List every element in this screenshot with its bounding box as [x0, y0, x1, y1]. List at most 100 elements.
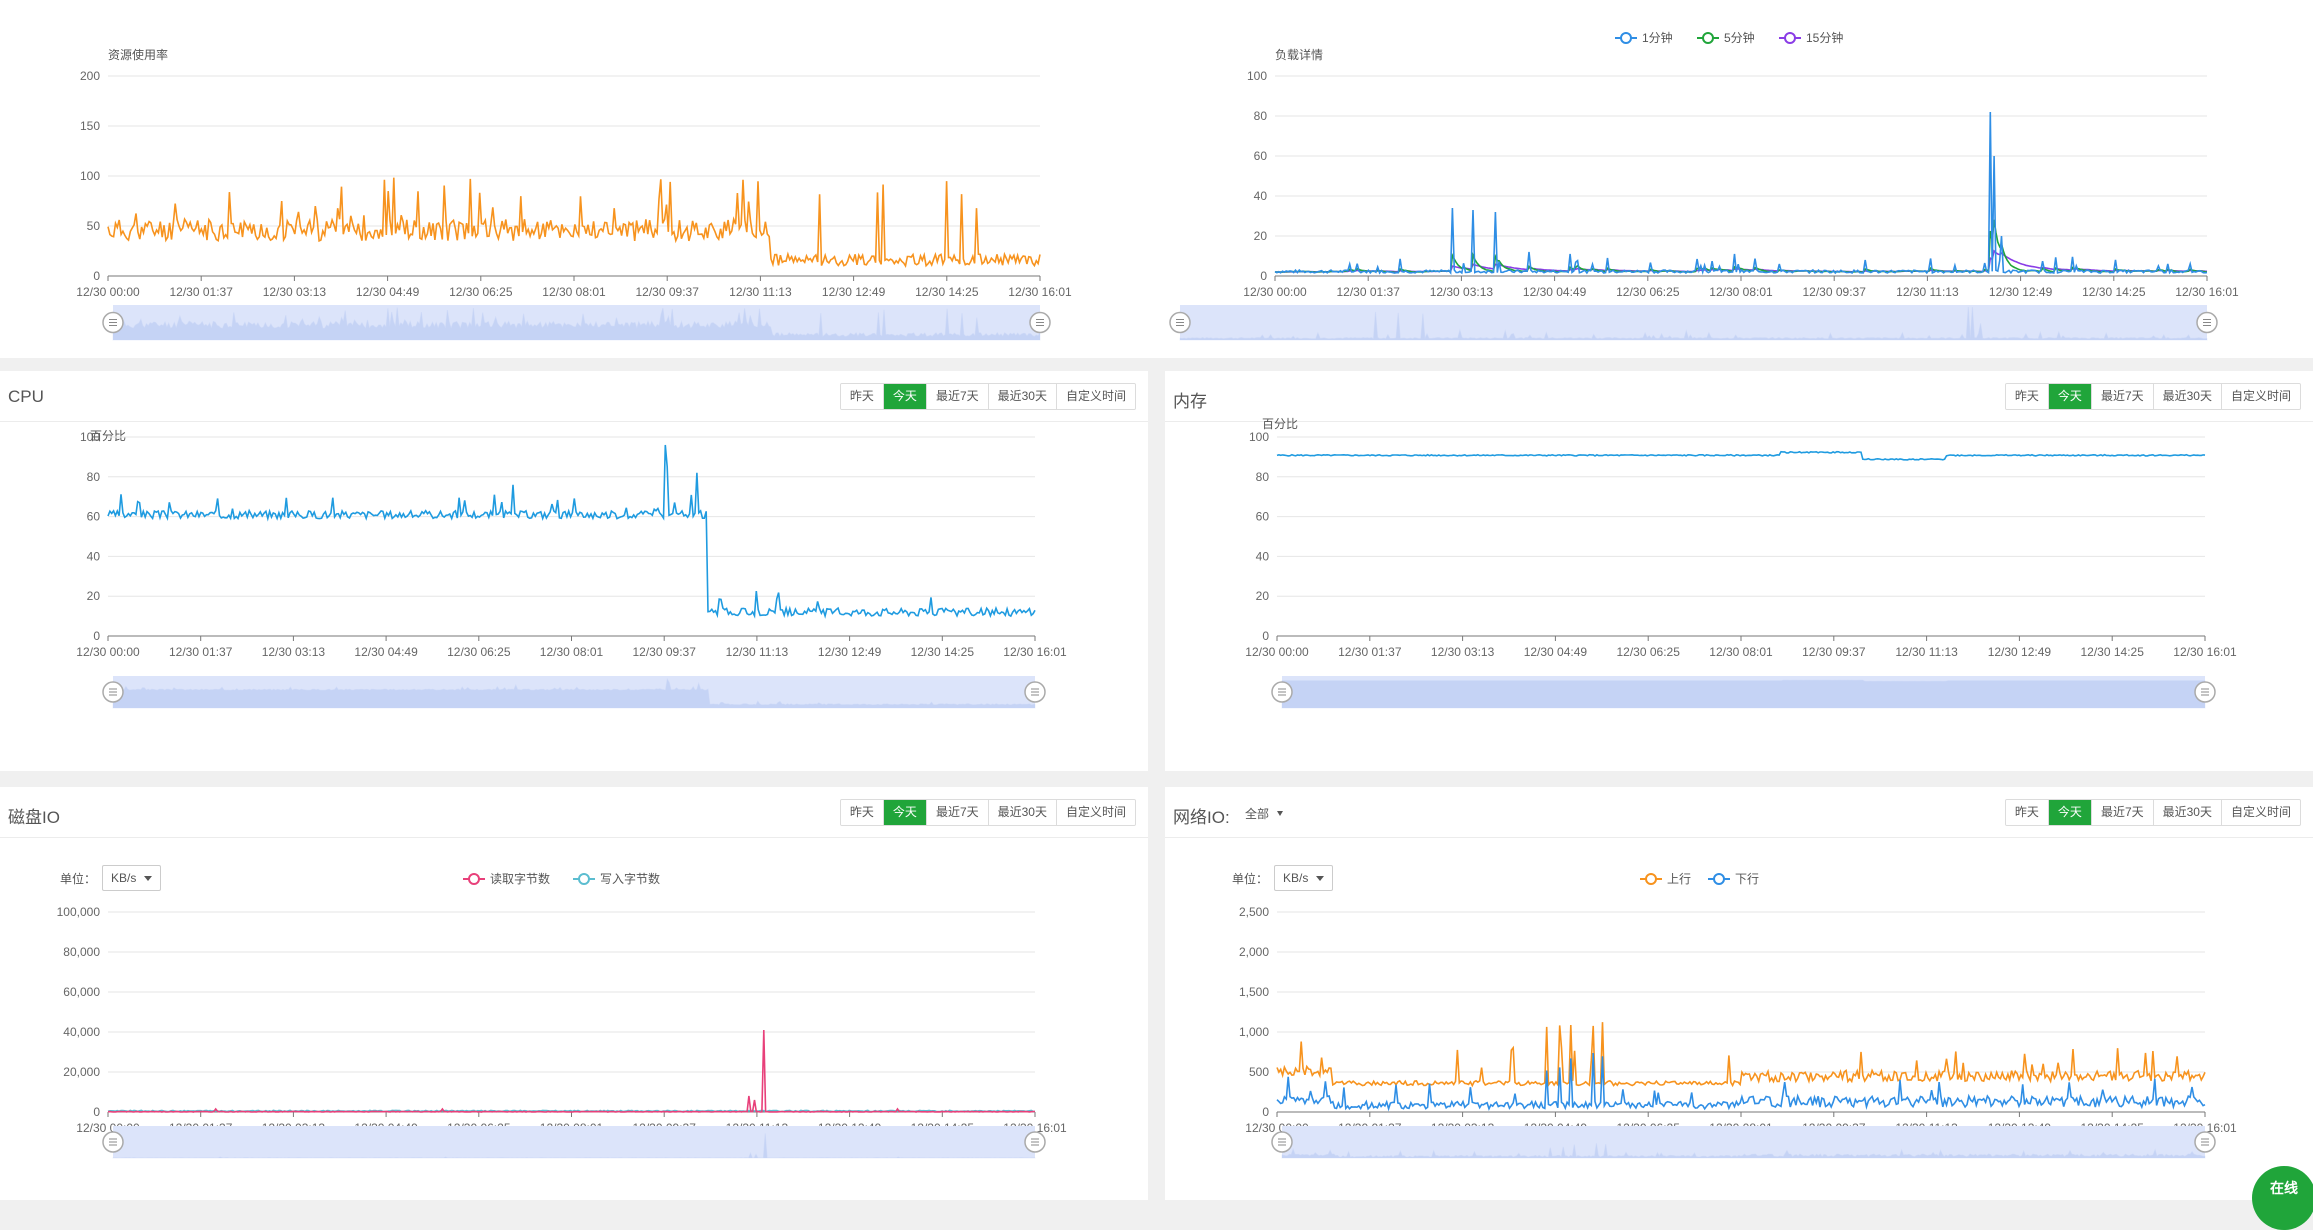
- network-interface-select[interactable]: 全部: [1245, 805, 1284, 822]
- memory-panel: 内存 昨天 今天 最近7天 最近30天 自定义时间 百分比 100 80 60 40 20 0 12/…: [1165, 371, 2313, 771]
- y-tick-label: 2,500: [1239, 905, 1269, 919]
- x-tick-label: 12/30 06:25: [1616, 645, 1680, 659]
- x-tick-label: 12/30 08:01: [1709, 645, 1773, 659]
- y-tick-label: 100: [1249, 430, 1269, 444]
- legend-label: 上行: [1667, 872, 1691, 886]
- x-tick-label: 12/30 01:37: [169, 285, 233, 299]
- range-button[interactable]: 昨天: [2005, 384, 2048, 409]
- panel-title: 内存: [1173, 392, 1207, 411]
- legend-marker: [1620, 32, 1632, 44]
- legend-marker: [1645, 873, 1657, 885]
- y-tick-label: 100: [1247, 69, 1267, 83]
- legend-label: 读取字节数: [490, 871, 550, 886]
- range-button[interactable]: 昨天: [840, 800, 883, 825]
- x-tick-label: 12/30 09:37: [632, 645, 696, 659]
- disk-io-panel: 磁盘IO 昨天 今天 最近7天 最近30天 自定义时间 单位： KB/s 读取字节数 写入…: [0, 787, 1148, 1200]
- cpu-panel: CPU 昨天 今天 最近7天 最近30天 自定义时间 百分比 100 80 60 40 20 0 12…: [0, 371, 1148, 771]
- range-button[interactable]: 最近30天: [987, 800, 1056, 825]
- x-tick-label: 12/30 14:25: [2082, 285, 2146, 299]
- range-button[interactable]: 最近30天: [987, 384, 1056, 409]
- zoom-handle[interactable]: [102, 1131, 124, 1153]
- range-button[interactable]: 自定义时间: [1055, 384, 1135, 409]
- y-tick-label: 0: [93, 629, 100, 643]
- zoom-handle[interactable]: [1271, 1131, 1293, 1153]
- range-button[interactable]: 自定义时间: [2220, 384, 2300, 409]
- disk-io-chart: 读取字节数 写入字节数 100,000 80,000 60,000 40,000 20,00…: [57, 871, 1067, 1159]
- zoom-handle[interactable]: [2194, 681, 2216, 703]
- range-button[interactable]: 昨天: [2005, 800, 2048, 825]
- range-button[interactable]: 最近7天: [2090, 800, 2153, 825]
- y-tick-label: 60: [1256, 510, 1270, 524]
- zoom-handle[interactable]: [1029, 311, 1051, 334]
- cpu-panel-header: CPU 昨天 今天 最近7天 最近30天 自定义时间: [0, 371, 1148, 422]
- x-tick-label: 12/30 00:00: [76, 285, 140, 299]
- x-tick-label: 12/30 08:01: [542, 285, 606, 299]
- network-io-panel: 网络IO: 全部 昨天 今天 最近7天 最近30天 自定义时间 单位： KB/s 上行 下…: [1165, 787, 2313, 1200]
- x-tick-label: 12/30 06:25: [1616, 285, 1680, 299]
- online-support-button[interactable]: 在线: [2252, 1166, 2313, 1230]
- range-button[interactable]: 最近7天: [2090, 384, 2153, 409]
- chart-title: 百分比: [90, 429, 126, 443]
- zoom-handle[interactable]: [1024, 1131, 1046, 1153]
- network-interface-value: 全部: [1245, 807, 1270, 821]
- unit-label: 单位：: [60, 871, 97, 886]
- y-tick-label: 40: [1254, 189, 1268, 203]
- network-io-panel-header: 网络IO: 全部 昨天 今天 最近7天 最近30天 自定义时间: [1165, 787, 2313, 838]
- y-tick-label: 100: [80, 430, 100, 444]
- zoom-slider-preview: [112, 677, 1036, 709]
- resource-usage-chart: 资源使用率 200 150 100 50 0 12/30 00:00 12/30 01:37 1…: [76, 47, 1072, 341]
- memory-panel-header: 内存 昨天 今天 最近7天 最近30天 自定义时间: [1165, 371, 2313, 422]
- legend-marker: [578, 873, 590, 885]
- zoom-handle[interactable]: [102, 311, 124, 334]
- x-tick-label: 12/30 01:37: [1338, 645, 1402, 659]
- range-button[interactable]: 最近30天: [2152, 384, 2221, 409]
- zoom-handle[interactable]: [1271, 681, 1293, 703]
- range-button[interactable]: 昨天: [840, 384, 883, 409]
- chart-title: 负载详情: [1275, 47, 1323, 62]
- y-tick-label: 100: [80, 169, 100, 183]
- x-tick-label: 12/30 16:01: [1008, 285, 1072, 299]
- chevron-down-icon: [1277, 811, 1284, 816]
- range-button[interactable]: 今天: [2047, 384, 2091, 409]
- y-tick-label: 80: [1256, 470, 1270, 484]
- legend-marker: [1784, 32, 1796, 44]
- zoom-slider-selection: [113, 305, 1040, 340]
- zoom-handle[interactable]: [1024, 681, 1046, 703]
- x-tick-label: 12/30 03:13: [1431, 645, 1495, 659]
- zoom-handle[interactable]: [1169, 311, 1191, 334]
- y-tick-label: 0: [93, 1105, 100, 1119]
- zoom-handle[interactable]: [2194, 1131, 2216, 1153]
- range-button[interactable]: 今天: [2047, 800, 2091, 825]
- range-button[interactable]: 今天: [882, 384, 926, 409]
- x-tick-label: 12/30 00:00: [1243, 285, 1307, 299]
- y-tick-label: 2,000: [1239, 945, 1269, 959]
- legend-label: 15分钟: [1806, 30, 1843, 45]
- zoom-slider-preview: [1179, 306, 2208, 341]
- range-button[interactable]: 自定义时间: [2220, 800, 2300, 825]
- y-tick-label: 20: [87, 589, 101, 603]
- x-tick-label: 12/30 09:37: [635, 285, 699, 299]
- zoom-slider-preview: [1281, 679, 2206, 709]
- zoom-handle[interactable]: [102, 681, 124, 703]
- memory-usage-line: [1276, 450, 2206, 461]
- range-button[interactable]: 最近30天: [2152, 800, 2221, 825]
- range-button[interactable]: 最近7天: [925, 800, 988, 825]
- range-button[interactable]: 最近7天: [925, 384, 988, 409]
- x-tick-label: 12/30 11:13: [1896, 285, 1959, 299]
- unit-dropdown[interactable]: KB/s: [1274, 865, 1334, 891]
- zoom-handle[interactable]: [2196, 311, 2218, 334]
- y-tick-label: 0: [1260, 269, 1267, 283]
- unit-dropdown[interactable]: KB/s: [102, 865, 162, 891]
- zoom-slider-selection: [1282, 1126, 2205, 1158]
- x-tick-label: 12/30 03:13: [263, 285, 327, 299]
- unit-value: KB/s: [1283, 871, 1309, 885]
- x-tick-label: 12/30 04:49: [1523, 285, 1587, 299]
- legend-label: 写入字节数: [600, 871, 660, 886]
- range-button[interactable]: 自定义时间: [1055, 800, 1135, 825]
- legend-marker: [468, 873, 480, 885]
- range-button[interactable]: 今天: [882, 800, 926, 825]
- y-tick-label: 40: [87, 549, 101, 563]
- x-tick-label: 12/30 03:13: [1430, 285, 1494, 299]
- x-tick-label: 12/30 04:49: [1524, 645, 1588, 659]
